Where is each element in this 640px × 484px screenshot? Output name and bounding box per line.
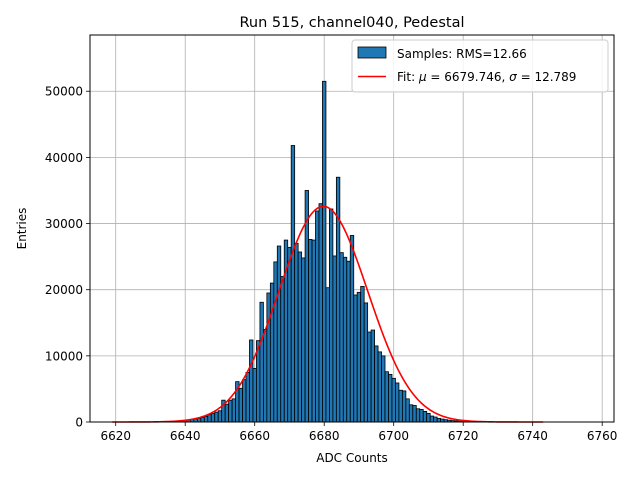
histogram-bar: [333, 256, 336, 422]
histogram-bar: [378, 352, 381, 422]
y-tick-label: 30000: [45, 217, 83, 231]
x-tick-label: 6660: [239, 429, 270, 443]
x-tick-label: 6720: [448, 429, 479, 443]
histogram-bar: [434, 417, 437, 422]
y-tick-label: 10000: [45, 349, 83, 363]
histogram-bar: [416, 409, 419, 422]
y-tick-label: 50000: [45, 85, 83, 99]
x-tick-label: 6740: [517, 429, 548, 443]
legend-label-fit: Fit: μ = 6679.746, σ = 12.789: [397, 70, 576, 84]
y-axis: 0 10000 20000 30000 40000 50000: [45, 85, 90, 430]
histogram-bar: [406, 399, 409, 422]
histogram-bar: [399, 390, 402, 422]
histogram-bar: [263, 329, 266, 422]
legend-swatch-samples: [358, 47, 386, 58]
histogram-bar: [249, 340, 252, 422]
histogram-bar: [430, 416, 433, 422]
histogram-bars: [163, 81, 490, 422]
histogram-bar: [361, 286, 364, 422]
y-axis-label: Entries: [15, 208, 29, 250]
histogram-bar: [215, 412, 218, 422]
histogram-bar: [382, 356, 385, 422]
histogram-bar: [357, 292, 360, 422]
histogram-bar: [437, 418, 440, 422]
histogram-bar: [288, 247, 291, 422]
y-tick-label: 40000: [45, 151, 83, 165]
histogram-bar: [350, 235, 353, 422]
histogram-bar: [270, 283, 273, 422]
histogram-bar: [347, 261, 350, 422]
legend-fit-sigma-value: = 12.789: [517, 70, 577, 84]
histogram-bar: [267, 293, 270, 422]
histogram-bar: [402, 391, 405, 422]
histogram-bar: [364, 303, 367, 422]
histogram-bar: [277, 246, 280, 422]
histogram-bar: [354, 295, 357, 422]
x-tick-label: 6640: [170, 429, 201, 443]
histogram-bar: [246, 372, 249, 422]
x-tick-label: 6620: [100, 429, 131, 443]
x-tick-label: 6700: [378, 429, 409, 443]
histogram-bar: [218, 411, 221, 422]
y-tick-label: 20000: [45, 283, 83, 297]
histogram-bar: [409, 405, 412, 422]
x-axis-label: ADC Counts: [316, 451, 388, 465]
histogram-bar: [368, 332, 371, 422]
x-tick-label: 6760: [587, 429, 618, 443]
histogram-bar: [329, 209, 332, 422]
histogram-bar: [281, 276, 284, 422]
histogram-bar: [291, 145, 294, 422]
histogram-bar: [243, 380, 246, 422]
histogram-bar: [305, 190, 308, 422]
histogram-bar: [229, 400, 232, 422]
histogram-bar: [322, 81, 325, 422]
histogram-bar: [302, 258, 305, 422]
histogram-bar: [201, 417, 204, 422]
x-axis: 6620 6640 6660 6680 6700 6720 6740 6760: [100, 422, 617, 443]
histogram-bar: [298, 252, 301, 422]
histogram-bar: [388, 374, 391, 422]
histogram-bar: [309, 239, 312, 422]
histogram-bar: [420, 409, 423, 422]
histogram-bar: [211, 413, 214, 422]
histogram-bar: [208, 415, 211, 422]
histogram-bar: [392, 378, 395, 422]
histogram-bar: [239, 388, 242, 422]
x-tick-label: 6680: [309, 429, 340, 443]
histogram-bar: [312, 240, 315, 422]
legend-fit-prefix: Fit:: [397, 70, 419, 84]
histogram-bar: [225, 404, 228, 422]
histogram-bar: [336, 177, 339, 422]
chart-title: Run 515, channel040, Pedestal: [239, 15, 464, 31]
histogram-bar: [326, 288, 329, 422]
histogram-bar: [427, 413, 430, 422]
histogram-bar: [204, 416, 207, 422]
histogram-bar: [253, 368, 256, 422]
histogram-bar: [413, 405, 416, 422]
y-tick-label: 0: [75, 416, 83, 430]
legend-fit-mu-symbol: μ: [418, 70, 427, 84]
histogram-bar: [395, 383, 398, 422]
histogram-bar: [375, 346, 378, 422]
legend: Samples: RMS=12.66 Fit: μ = 6679.746, σ …: [352, 40, 608, 92]
legend-label-samples: Samples: RMS=12.66: [397, 47, 527, 61]
histogram-bar: [385, 372, 388, 422]
histogram-bar: [340, 253, 343, 422]
histogram-bar: [260, 302, 263, 422]
histogram-bar: [319, 204, 322, 422]
legend-fit-mu-value: = 6679.746,: [427, 70, 510, 84]
histogram-bar: [371, 330, 374, 422]
histogram-bar: [274, 262, 277, 422]
histogram-bar: [232, 399, 235, 422]
histogram-bar: [316, 211, 319, 422]
histogram-bar: [423, 411, 426, 422]
histogram-bar: [295, 243, 298, 422]
histogram-bar: [343, 257, 346, 422]
histogram-bar: [197, 418, 200, 422]
